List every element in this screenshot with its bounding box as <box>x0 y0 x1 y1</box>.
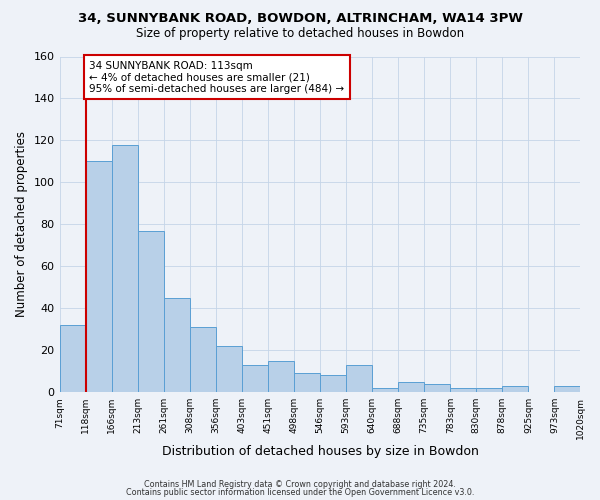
X-axis label: Distribution of detached houses by size in Bowdon: Distribution of detached houses by size … <box>161 444 478 458</box>
Bar <box>398 382 424 392</box>
Bar <box>294 373 320 392</box>
Bar <box>424 384 450 392</box>
Bar <box>137 230 164 392</box>
Bar <box>554 386 581 392</box>
Y-axis label: Number of detached properties: Number of detached properties <box>15 132 28 318</box>
Bar <box>476 388 502 392</box>
Bar <box>112 144 137 392</box>
Text: Size of property relative to detached houses in Bowdon: Size of property relative to detached ho… <box>136 26 464 40</box>
Text: Contains HM Land Registry data © Crown copyright and database right 2024.: Contains HM Land Registry data © Crown c… <box>144 480 456 489</box>
Bar <box>86 162 112 392</box>
Text: 34, SUNNYBANK ROAD, BOWDON, ALTRINCHAM, WA14 3PW: 34, SUNNYBANK ROAD, BOWDON, ALTRINCHAM, … <box>77 12 523 24</box>
Text: 34 SUNNYBANK ROAD: 113sqm
← 4% of detached houses are smaller (21)
95% of semi-d: 34 SUNNYBANK ROAD: 113sqm ← 4% of detach… <box>89 60 344 94</box>
Text: Contains public sector information licensed under the Open Government Licence v3: Contains public sector information licen… <box>126 488 474 497</box>
Bar <box>190 327 216 392</box>
Bar <box>242 365 268 392</box>
Bar <box>450 388 476 392</box>
Bar <box>164 298 190 392</box>
Bar <box>372 388 398 392</box>
Bar <box>320 376 346 392</box>
Bar <box>216 346 242 392</box>
Bar <box>59 325 86 392</box>
Bar <box>268 360 294 392</box>
Bar <box>502 386 529 392</box>
Bar <box>346 365 372 392</box>
